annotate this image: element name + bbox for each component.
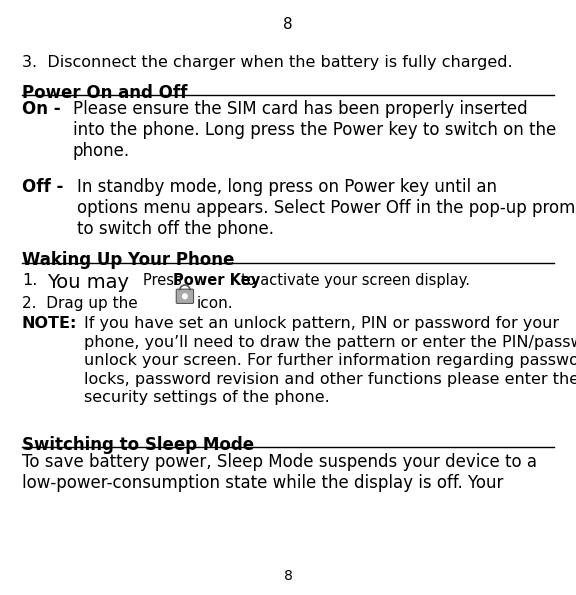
Text: To save battery power, Sleep Mode suspends your device to a
low-power-consumptio: To save battery power, Sleep Mode suspen… xyxy=(22,453,537,492)
Text: Waking Up Your Phone: Waking Up Your Phone xyxy=(22,251,234,269)
Text: In standby mode, long press on Power key until an
options menu appears. Select P: In standby mode, long press on Power key… xyxy=(77,178,576,238)
Text: Power Key: Power Key xyxy=(173,273,260,287)
Text: 2.  Drag up the: 2. Drag up the xyxy=(22,296,138,311)
Text: On -: On - xyxy=(22,100,60,118)
Text: Power On and Off: Power On and Off xyxy=(22,84,187,102)
Text: You may: You may xyxy=(47,273,129,292)
Text: NOTE:: NOTE: xyxy=(22,316,77,331)
Text: icon.: icon. xyxy=(197,296,234,311)
Text: If you have set an unlock pattern, PIN or password for your
phone, you’ll need t: If you have set an unlock pattern, PIN o… xyxy=(84,316,576,405)
Text: 8: 8 xyxy=(283,17,293,32)
Text: Press: Press xyxy=(143,273,186,287)
Text: 1.: 1. xyxy=(22,273,37,287)
Text: Off -: Off - xyxy=(22,178,63,196)
Text: 3.  Disconnect the charger when the battery is fully charged.: 3. Disconnect the charger when the batte… xyxy=(22,55,513,70)
Circle shape xyxy=(183,294,187,299)
Text: Please ensure the SIM card has been properly inserted
into the phone. Long press: Please ensure the SIM card has been prop… xyxy=(73,100,556,159)
FancyBboxPatch shape xyxy=(176,289,194,303)
Text: to activate your screen display.: to activate your screen display. xyxy=(241,273,470,287)
Text: 8: 8 xyxy=(283,569,293,583)
Text: Switching to Sleep Mode: Switching to Sleep Mode xyxy=(22,436,254,453)
